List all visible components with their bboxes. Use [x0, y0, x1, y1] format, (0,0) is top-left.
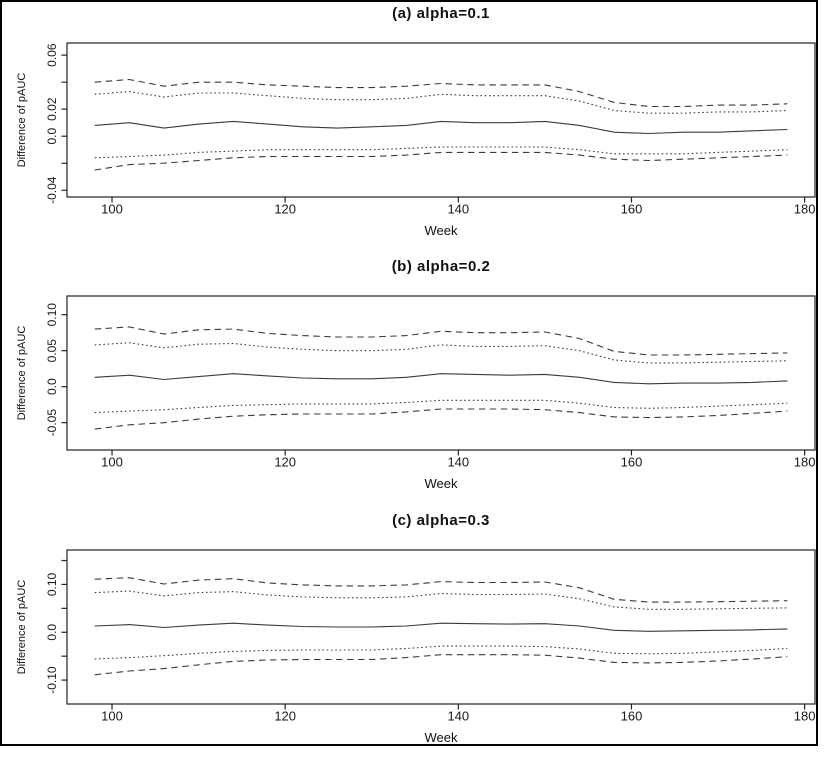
panel-c: (c) alpha=0.3 Difference of pAUC 100 120 1… — [0, 507, 830, 761]
panel-a: (a) alpha=0.1 Difference of pAUC 100 120 1… — [0, 0, 830, 253]
series-lower-dotted-band — [94, 146, 788, 159]
y-tick-label: -0.10 — [45, 666, 59, 694]
series-upper-dotted-band — [94, 91, 788, 114]
series-lower-dotted-band — [94, 399, 788, 414]
x-tick-label: 180 — [794, 455, 816, 470]
series-lower-dotted-band — [94, 645, 788, 660]
y-tick-label: -0.05 — [45, 409, 59, 437]
panel-a-x-axis-label: Week — [424, 223, 458, 238]
y-tick-label: 0.10 — [45, 303, 59, 327]
series-estimate — [94, 373, 788, 385]
series-lower-dashed-band — [94, 151, 788, 171]
panel-b-chart: 100 120 140 160 180 0.10 0.05 0.0 -0.05 — [45, 295, 816, 470]
series-estimate — [94, 622, 788, 632]
y-tick-label: 0.0 — [45, 128, 59, 145]
series-lower-dashed-band — [94, 408, 788, 430]
y-tick-label: 0.0 — [45, 378, 59, 395]
panel-a-chart: 100 120 140 160 180 0.06 0.02 0.0 -0.04 — [45, 42, 816, 217]
y-tick-label: -0.04 — [45, 176, 59, 204]
panel-c-chart: 100 120 140 160 180 0.10 0.0 -0.10 — [45, 549, 816, 724]
panel-c-x-axis-label: Week — [424, 730, 458, 745]
x-tick-label: 100 — [101, 202, 123, 217]
y-tick-label: 0.0 — [45, 624, 59, 641]
x-tick-label: 140 — [447, 455, 469, 470]
panel-b: (b) alpha=0.2 Difference of pAUC 100 120 1… — [0, 253, 830, 507]
series-lower-dashed-band — [94, 654, 788, 676]
series-upper-dashed-band — [94, 78, 788, 108]
series-upper-dotted-band — [94, 590, 788, 610]
x-tick-label: 100 — [101, 455, 123, 470]
plot-box — [66, 295, 816, 451]
x-tick-label: 160 — [621, 202, 643, 217]
x-tick-label: 140 — [447, 202, 469, 217]
x-tick-label: 180 — [794, 709, 816, 724]
x-tick-label: 140 — [447, 709, 469, 724]
panel-b-x-axis-label: Week — [424, 476, 458, 491]
panel-b-title: (b) alpha=0.2 — [391, 258, 491, 275]
x-tick-label: 180 — [794, 202, 816, 217]
x-tick-label: 160 — [621, 455, 643, 470]
y-tick-label: 0.06 — [45, 43, 59, 67]
series-upper-dotted-band — [94, 342, 788, 364]
series-estimate — [94, 120, 788, 135]
y-tick-label: 0.02 — [45, 97, 59, 121]
x-tick-label: 100 — [101, 709, 123, 724]
x-tick-label: 160 — [621, 709, 643, 724]
x-tick-label: 120 — [274, 455, 296, 470]
x-tick-label: 120 — [274, 709, 296, 724]
panel-a-title: (a) alpha=0.1 — [392, 5, 490, 22]
series-upper-dashed-band — [94, 577, 788, 603]
series-upper-dashed-band — [94, 326, 788, 356]
y-tick-label: 0.05 — [45, 339, 59, 363]
panel-c-title: (c) alpha=0.3 — [392, 512, 490, 529]
plot-box — [66, 42, 816, 198]
plot-box — [66, 549, 816, 705]
y-tick-label: 0.10 — [45, 572, 59, 596]
x-tick-label: 120 — [274, 202, 296, 217]
